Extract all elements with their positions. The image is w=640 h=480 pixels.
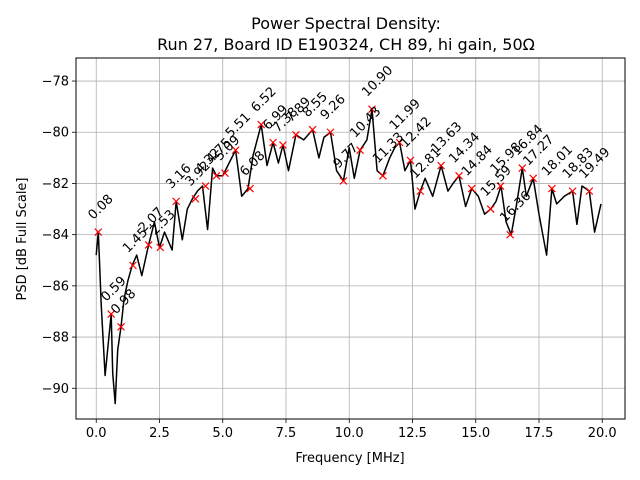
peak-marker [339, 176, 348, 185]
peak-marker [406, 156, 415, 165]
peak-marker [568, 187, 577, 196]
chart-title-line2: Run 27, Board ID E190324, CH 89, hi gain… [157, 35, 535, 54]
peak-marker [368, 105, 376, 114]
y-tick-label: −86 [42, 279, 69, 294]
x-tick-label: 0.0 [86, 426, 107, 441]
peak-marker [257, 120, 266, 129]
x-tick-label: 7.5 [276, 426, 297, 441]
x-tick-label: 2.5 [149, 426, 170, 441]
x-tick-label: 20.0 [588, 426, 617, 441]
x-axis-label: Frequency [MHz] [295, 451, 404, 466]
chart-title-line1: Power Spectral Density: [251, 14, 441, 33]
y-axis-label: PSD [dB Full Scale] [15, 177, 30, 300]
peak-markers [94, 105, 594, 331]
axes-frame [75, 57, 626, 420]
x-tick-label: 10.0 [335, 426, 364, 441]
peak-marker [356, 146, 365, 155]
peak-marker [378, 171, 387, 180]
peak-marker [585, 187, 594, 196]
grid-lines [76, 58, 625, 419]
y-tick-label: −82 [42, 177, 69, 192]
x-tick-label: 12.5 [398, 426, 427, 441]
x-axis-ticks: 0.0 2.5 5.0 7.5 10.0 12.5 15.0 17.5 20.0 [86, 419, 617, 441]
peak-marker [308, 125, 317, 134]
peak-marker [518, 164, 527, 173]
peak-marker [191, 194, 200, 203]
peak-marker [107, 310, 116, 318]
peak-marker [201, 182, 210, 190]
y-tick-label: −78 [42, 75, 69, 90]
peak-marker [326, 128, 335, 137]
y-tick-label: −88 [42, 331, 69, 346]
peak-marker [506, 230, 515, 239]
peak-marker [416, 187, 425, 196]
peak-marker [467, 184, 476, 193]
peak-marker [212, 171, 221, 180]
peak-marker [496, 182, 505, 190]
y-axis-ticks: −90 −88 −86 −84 −82 −80 −78 [42, 75, 76, 397]
peak-marker [156, 243, 165, 252]
peak-marker [117, 322, 125, 331]
peak-marker [221, 169, 229, 178]
peak-marker [486, 205, 495, 213]
peak-marker [246, 184, 254, 193]
x-tick-label: 17.5 [525, 426, 554, 441]
peak-marker [395, 138, 404, 147]
y-tick-label: −90 [42, 382, 69, 397]
peak-marker [144, 240, 153, 249]
peak-marker [529, 174, 538, 183]
x-tick-label: 5.0 [212, 426, 233, 441]
peak-marker [128, 261, 137, 270]
peak-marker [279, 141, 287, 149]
peak-marker [455, 171, 463, 180]
peak-marker [172, 197, 181, 206]
y-tick-label: −80 [42, 126, 69, 141]
peak-marker [94, 228, 103, 237]
y-tick-label: −84 [42, 228, 69, 243]
x-tick-label: 15.0 [461, 426, 490, 441]
peak-marker [291, 130, 300, 139]
peak-marker [547, 184, 556, 193]
peak-marker [231, 146, 240, 155]
peak-marker [437, 161, 445, 170]
peak-marker [269, 138, 278, 147]
